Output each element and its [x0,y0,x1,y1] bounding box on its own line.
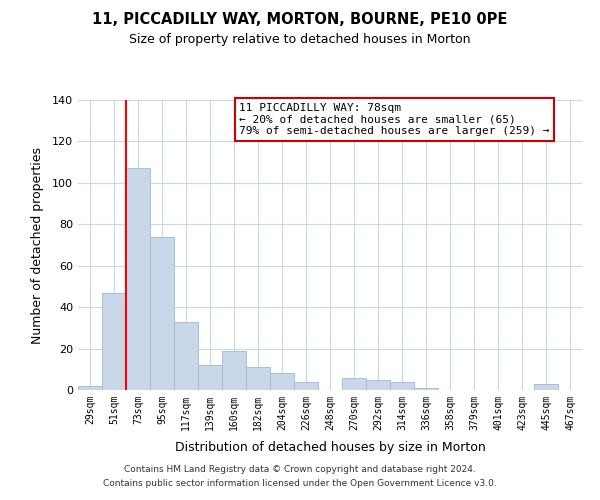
Bar [198,365,222,390]
Text: 11, PICCADILLY WAY, MORTON, BOURNE, PE10 0PE: 11, PICCADILLY WAY, MORTON, BOURNE, PE10… [92,12,508,28]
Bar [270,374,294,390]
Bar [174,322,198,390]
Bar [390,382,414,390]
Bar [126,168,150,390]
Bar [294,382,318,390]
Bar [102,292,126,390]
X-axis label: Distribution of detached houses by size in Morton: Distribution of detached houses by size … [175,441,485,454]
Text: Contains HM Land Registry data © Crown copyright and database right 2024.
Contai: Contains HM Land Registry data © Crown c… [103,466,497,487]
Bar [78,386,102,390]
Bar [342,378,366,390]
Bar [222,350,246,390]
Text: 11 PICCADILLY WAY: 78sqm
← 20% of detached houses are smaller (65)
79% of semi-d: 11 PICCADILLY WAY: 78sqm ← 20% of detach… [239,103,550,136]
Text: Size of property relative to detached houses in Morton: Size of property relative to detached ho… [129,32,471,46]
Bar [534,384,558,390]
Bar [150,236,174,390]
Y-axis label: Number of detached properties: Number of detached properties [31,146,44,344]
Bar [414,388,438,390]
Bar [246,367,270,390]
Bar [366,380,390,390]
